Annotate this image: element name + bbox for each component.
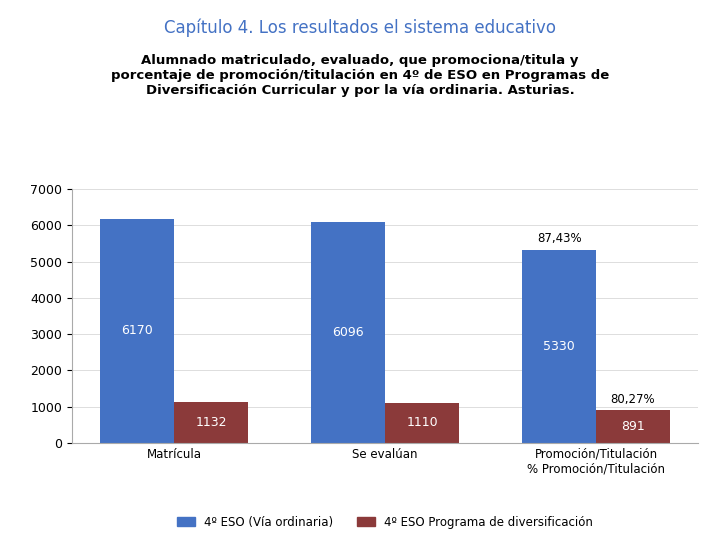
Bar (311, 222, 385, 443)
Text: 1110: 1110 (406, 416, 438, 429)
Bar (174, 402, 248, 443)
Text: 5330: 5330 (544, 340, 575, 353)
Legend: 4º ESO (Vía ordinaria), 4º ESO Programa de diversificación: 4º ESO (Vía ordinaria), 4º ESO Programa … (173, 511, 598, 534)
Text: Capítulo 4. Los resultados el sistema educativo: Capítulo 4. Los resultados el sistema ed… (164, 19, 556, 37)
Text: Alumnado matriculado, evaluado, que promociona/titula y
porcentaje de promoción/: Alumnado matriculado, evaluado, que prom… (111, 54, 609, 97)
Text: 80,27%: 80,27% (611, 393, 655, 406)
Text: 6096: 6096 (333, 326, 364, 339)
Text: 1132: 1132 (195, 416, 227, 429)
Bar (596, 410, 670, 443)
Bar (101, 219, 174, 443)
Bar (385, 402, 459, 443)
Text: 87,43%: 87,43% (537, 232, 582, 245)
Bar (522, 249, 596, 443)
Text: 891: 891 (621, 420, 645, 433)
Text: 6170: 6170 (122, 325, 153, 338)
